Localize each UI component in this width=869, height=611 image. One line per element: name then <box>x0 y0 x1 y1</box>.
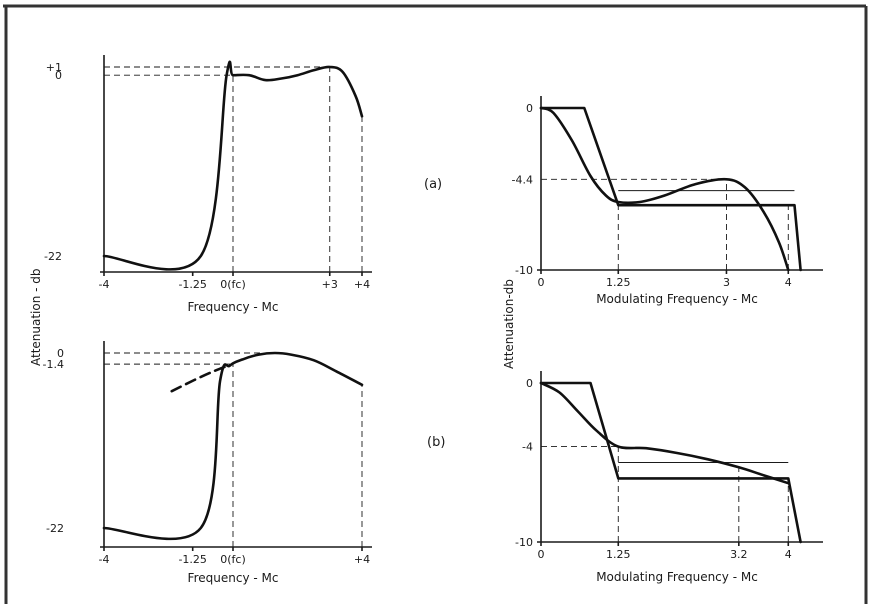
series-line-1 <box>539 381 790 485</box>
series-line-1 <box>539 106 790 272</box>
x-tick-label: 0(fc) <box>220 553 246 566</box>
x-tick-label: 4 <box>785 548 792 561</box>
y-tick-label: 0 <box>526 377 533 390</box>
series-line-0 <box>102 60 364 271</box>
y-tick-label: -22 <box>44 250 62 263</box>
y-tick-label: 0 <box>526 102 533 115</box>
x-tick-label: +4 <box>354 278 370 291</box>
x-tick-label: +4 <box>354 553 370 566</box>
chart-b-left: -4 -1.25 0(fc) +4 -22 -1.40 Frequency - Mc <box>43 341 372 585</box>
y-tick-label: +1 <box>46 61 62 74</box>
x-axis-label: Frequency - Mc <box>188 300 279 314</box>
x-tick-label: -4 <box>99 553 110 566</box>
series-line-0 <box>539 381 802 544</box>
y-tick-label: -4 <box>522 441 533 454</box>
chart-a-right: 0 1.25 3 4 -10 -4.4 0 Modulating Frequency - Mc <box>512 96 823 306</box>
y-tick-label: 0 <box>57 347 64 360</box>
series-line-0 <box>102 351 364 541</box>
x-tick-label: +3 <box>322 278 338 291</box>
x-tick-label: 4 <box>785 276 792 289</box>
right-y-axis-label: Attenuation-db <box>502 279 516 369</box>
x-tick-label: -1.25 <box>178 278 206 291</box>
y-tick-label: -10 <box>515 264 533 277</box>
x-tick-label: -4 <box>99 278 110 291</box>
panel-label-b: (b) <box>427 435 445 450</box>
x-axis-label: Modulating Frequency - Mc <box>596 570 758 584</box>
chart-a-left: -4 -1.25 0(fc) +3 +4 -22 0+1 Frequency - Mc <box>44 55 372 314</box>
y-tick-label: 0 <box>55 69 62 82</box>
x-tick-label: 3 <box>723 276 730 289</box>
x-tick-label: 0 <box>538 276 545 289</box>
x-tick-label: 3.2 <box>730 548 748 561</box>
series-line-1 <box>170 363 232 393</box>
y-tick-label: -22 <box>46 522 64 535</box>
y-tick-label: -10 <box>515 536 533 549</box>
panel-label-a: (a) <box>424 177 442 192</box>
x-tick-label: -1.25 <box>178 553 206 566</box>
x-tick-label: 1.25 <box>606 548 631 561</box>
left-y-axis-label: Attenuation - db <box>29 268 43 366</box>
x-tick-label: 1.25 <box>606 276 631 289</box>
x-axis-label: Modulating Frequency - Mc <box>596 292 758 306</box>
y-tick-label: -4.4 <box>512 173 533 186</box>
x-axis-label: Frequency - Mc <box>188 571 279 585</box>
x-tick-label: 0(fc) <box>220 278 246 291</box>
chart-b-right: 0 1.25 3.2 4 -10 -4 0 Modulating Frequency - Mc <box>515 371 823 584</box>
x-tick-label: 0 <box>538 548 545 561</box>
y-tick-label: -1.4 <box>43 358 64 371</box>
series-line-0 <box>539 106 802 272</box>
